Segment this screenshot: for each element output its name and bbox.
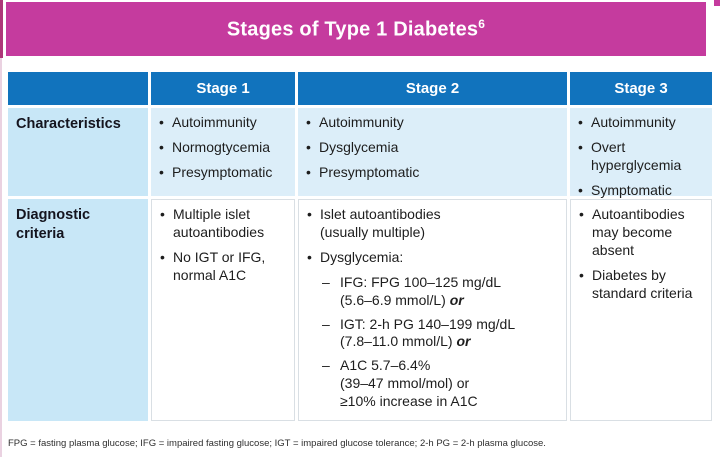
bullet-marker: • <box>307 206 312 222</box>
bullet-item: • Autoimmunity <box>159 114 289 132</box>
bullet-marker: • <box>578 114 583 130</box>
diagnostic-stage-1-cell: • Multiple islet autoantibodies • No IGT or… <box>151 199 295 421</box>
bullet-text: IFG: FPG 100–125 mg/dL (5.6–6.9 mmol/L) … <box>340 273 502 308</box>
bullet-text: Symptomatic <box>591 181 672 198</box>
diagnostic-stage-3-cell: • Autoantibodies may become absent • Diabet… <box>570 199 712 421</box>
footnote: FPG = fasting plasma glucose; IFG = impa… <box>8 438 546 449</box>
bullet-item: • Presymptomatic <box>306 164 561 182</box>
bullet-text: Autoimmunity <box>319 114 404 130</box>
bullet-item: • Multiple islet autoantibodies <box>160 206 288 242</box>
sub-bullet-item: – IFG: FPG 100–125 mg/dL (5.6–6.9 mmol/L)… <box>307 274 560 310</box>
bullet-marker: • <box>579 206 584 222</box>
bullet-marker: • <box>159 163 164 180</box>
bullet-text: Autoimmunity <box>591 114 676 130</box>
characteristics-stage-2-cell: • Autoimmunity • Dysglycemia • Presymptomatic <box>298 108 567 196</box>
bullet-text: Dysglycemia: <box>320 248 404 265</box>
diagnostic-stage-2-cell: • Islet autoantibodies (usually multiple)… <box>298 199 567 421</box>
bullet-marker: • <box>578 138 583 155</box>
header-corner-cell <box>8 72 148 105</box>
bullet-text: Autoantibodies may become absent <box>592 206 685 258</box>
bullet-marker: • <box>306 114 311 130</box>
header-stage-1: Stage 1 <box>151 72 295 105</box>
bullet-marker: • <box>307 248 312 265</box>
page-title-superscript: 6 <box>478 16 486 31</box>
bullet-item: • No IGT or IFG, normal A1C <box>160 249 288 285</box>
left-edge-artifact <box>0 0 3 58</box>
bullet-marker: • <box>159 114 164 130</box>
bullet-text: Autoimmunity <box>172 114 257 130</box>
bullet-text: Islet autoantibodies (usually multiple) <box>320 206 441 240</box>
bullet-text: Diabetes by standard criteria <box>592 266 693 301</box>
bullet-item: • Islet autoantibodies (usually multiple) <box>307 206 560 242</box>
header-stage-2: Stage 2 <box>298 72 567 105</box>
bullet-item: • Normogtycemia <box>159 139 289 157</box>
bullet-text: Normogtycemia <box>172 138 271 155</box>
bullet-marker: • <box>160 206 165 222</box>
bullet-item: • Autoantibodies may become absent <box>579 206 705 260</box>
dash-marker: – <box>322 357 330 374</box>
bullet-item: • Dysglycemia: <box>307 249 560 267</box>
bullet-marker: • <box>159 138 164 155</box>
or-emphasis: or <box>452 333 471 350</box>
bullet-item: • Symptomatic <box>578 182 706 200</box>
stages-table: Stage 1 Stage 2 Stage 3 Characteristics … <box>8 72 712 421</box>
bullet-text: Multiple islet autoantibodies <box>173 206 265 240</box>
bullet-item: • Diabetes by standard criteria <box>579 267 705 303</box>
page-title: Stages of Type 1 Diabetes6 <box>227 17 485 42</box>
bullet-text: Overt hyperglycemia <box>591 138 682 173</box>
header-stage-3: Stage 3 <box>570 72 712 105</box>
bullet-item: • Dysglycemia <box>306 139 561 157</box>
page-title-text: Stages of Type 1 Diabetes <box>226 18 479 41</box>
bullet-text: Presymptomatic <box>319 163 420 180</box>
bullet-text: Presymptomatic <box>172 163 273 180</box>
sub-bullet-item: – A1C 5.7–6.4% (39–47 mmol/mol) or ≥10% i… <box>307 357 560 411</box>
bullet-item: • Autoimmunity <box>578 114 706 132</box>
bullet-marker: • <box>306 163 311 180</box>
bullet-marker: • <box>578 181 583 198</box>
bullet-marker: • <box>306 138 311 155</box>
bullet-text: A1C 5.7–6.4% (39–47 mmol/mol) or ≥10% in… <box>340 357 478 410</box>
corner-artifact <box>714 0 720 6</box>
title-banner: Stages of Type 1 Diabetes6 <box>6 2 706 56</box>
characteristics-stage-1-cell: • Autoimmunity • Normogtycemia • Presymptomat… <box>151 108 295 196</box>
left-edge-artifact-lower <box>0 58 2 457</box>
sub-bullet-item: – IGT: 2-h PG 140–199 mg/dL (7.8–11.0 mmo… <box>307 316 560 352</box>
bullet-item: • Autoimmunity <box>306 114 561 132</box>
bullet-marker: • <box>579 266 584 283</box>
bullet-text: IGT: 2-h PG 140–199 mg/dL (7.8–11.0 mmol… <box>340 315 516 350</box>
or-emphasis: or <box>445 291 464 308</box>
row-label-diagnostic-criteria: Diagnostic criteria <box>8 199 148 421</box>
bullet-text: Dysglycemia <box>319 138 399 155</box>
dash-marker: – <box>322 273 330 290</box>
bullet-item: • Overt hyperglycemia <box>578 139 706 175</box>
bullet-item: • Presymptomatic <box>159 164 289 182</box>
row-label-characteristics: Characteristics <box>8 108 148 196</box>
characteristics-stage-3-cell: • Autoimmunity • Overt hyperglycemia • Sympto… <box>570 108 712 198</box>
bullet-marker: • <box>160 248 165 265</box>
bullet-text: No IGT or IFG, normal A1C <box>173 248 266 283</box>
dash-marker: – <box>322 315 330 332</box>
